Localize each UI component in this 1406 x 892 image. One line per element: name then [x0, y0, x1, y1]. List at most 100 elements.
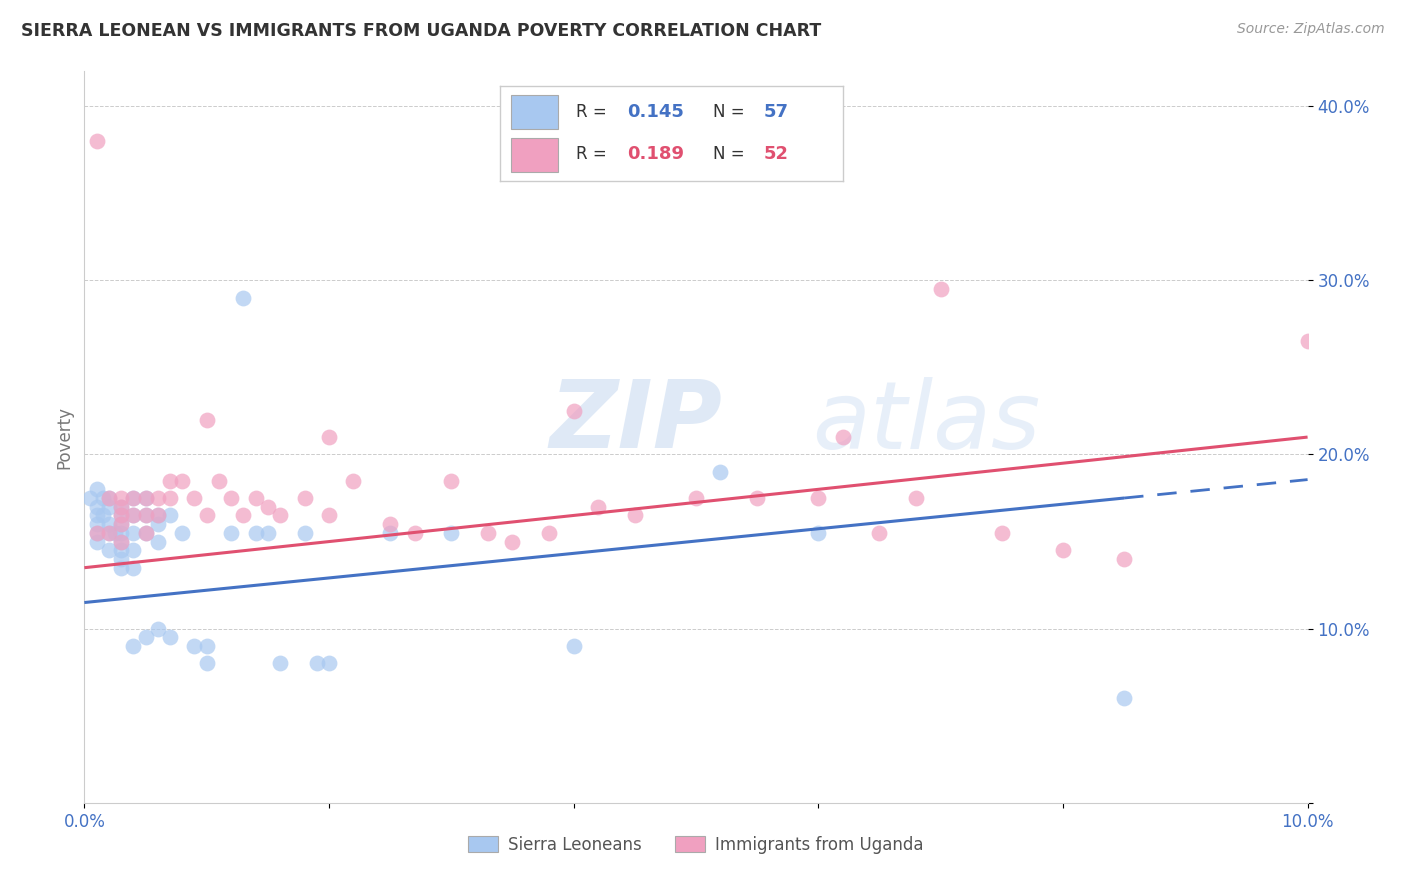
Point [991, 525, 1014, 540]
Point [404, 525, 426, 540]
Point [86, 500, 108, 514]
Point [122, 508, 145, 523]
Point [122, 491, 145, 505]
Point [79, 491, 101, 505]
Point [257, 500, 280, 514]
Point [183, 491, 205, 505]
Point [91, 491, 114, 505]
Text: Source: ZipAtlas.com: Source: ZipAtlas.com [1237, 22, 1385, 37]
Point [159, 631, 181, 645]
Point [807, 525, 830, 540]
Text: SIERRA LEONEAN VS IMMIGRANTS FROM UGANDA POVERTY CORRELATION CHART: SIERRA LEONEAN VS IMMIGRANTS FROM UGANDA… [21, 22, 821, 40]
Point [159, 474, 181, 488]
Point [146, 517, 169, 532]
Point [380, 525, 402, 540]
Point [110, 552, 132, 566]
Point [538, 525, 561, 540]
Point [146, 622, 169, 636]
Point [232, 291, 254, 305]
Point [685, 491, 707, 505]
Point [110, 508, 132, 523]
Point [86, 517, 108, 532]
Point [1114, 552, 1136, 566]
Point [183, 639, 205, 653]
Point [380, 517, 402, 532]
Point [269, 657, 291, 671]
Point [110, 534, 132, 549]
Point [135, 631, 157, 645]
Point [1296, 334, 1319, 349]
Point [440, 525, 463, 540]
Point [440, 474, 463, 488]
Point [135, 491, 157, 505]
Point [110, 491, 132, 505]
Point [562, 639, 585, 653]
Point [195, 412, 218, 426]
Point [146, 508, 169, 523]
Point [135, 525, 157, 540]
Point [294, 525, 316, 540]
Point [219, 525, 242, 540]
Point [122, 560, 145, 574]
Point [110, 500, 132, 514]
Point [477, 525, 499, 540]
Point [245, 491, 267, 505]
Point [97, 543, 120, 558]
Point [342, 474, 364, 488]
Point [1052, 543, 1074, 558]
Point [305, 657, 328, 671]
Point [318, 430, 340, 444]
Point [122, 508, 145, 523]
Text: atlas: atlas [813, 377, 1040, 468]
Point [86, 525, 108, 540]
Point [208, 474, 231, 488]
Point [97, 525, 120, 540]
Point [562, 404, 585, 418]
Point [110, 525, 132, 540]
Point [245, 525, 267, 540]
Point [97, 491, 120, 505]
Point [97, 525, 120, 540]
Point [135, 525, 157, 540]
Point [135, 491, 157, 505]
Point [869, 525, 891, 540]
Point [831, 430, 853, 444]
Point [195, 508, 218, 523]
Point [146, 508, 169, 523]
Point [905, 491, 928, 505]
Legend: Sierra Leoneans, Immigrants from Uganda: Sierra Leoneans, Immigrants from Uganda [461, 829, 931, 860]
Point [122, 525, 145, 540]
Point [146, 491, 169, 505]
Point [110, 508, 132, 523]
Point [86, 534, 108, 549]
Point [219, 491, 242, 505]
Point [172, 474, 194, 488]
Point [232, 508, 254, 523]
Point [110, 517, 132, 532]
Point [807, 491, 830, 505]
Point [269, 508, 291, 523]
Point [929, 282, 952, 296]
Point [172, 525, 194, 540]
Point [257, 525, 280, 540]
Point [110, 543, 132, 558]
Point [195, 639, 218, 653]
Point [104, 525, 127, 540]
Point [624, 508, 647, 523]
Point [159, 508, 181, 523]
Point [146, 534, 169, 549]
Point [97, 491, 120, 505]
Point [318, 657, 340, 671]
Point [135, 508, 157, 523]
Point [318, 508, 340, 523]
Point [195, 657, 218, 671]
Point [502, 534, 524, 549]
Point [122, 491, 145, 505]
Y-axis label: Poverty: Poverty [55, 406, 73, 468]
Point [97, 500, 120, 514]
Point [86, 483, 108, 497]
Point [86, 525, 108, 540]
Point [110, 534, 132, 549]
Point [709, 465, 731, 479]
Point [91, 508, 114, 523]
